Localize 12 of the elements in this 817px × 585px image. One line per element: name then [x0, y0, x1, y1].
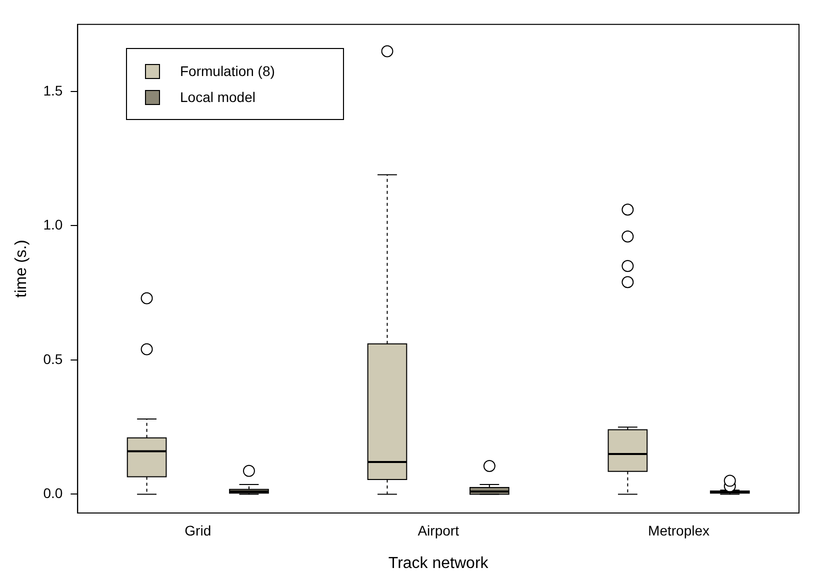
- y-tick-label: 0.0: [43, 485, 63, 502]
- y-axis-title: time (s.): [13, 240, 30, 298]
- x-tick-label: Metroplex: [648, 522, 710, 538]
- y-tick-label: 1.5: [43, 82, 63, 98]
- x-tick-label: Grid: [184, 522, 212, 538]
- legend-label: Local model: [180, 89, 256, 105]
- x-tick-label: Airport: [418, 522, 460, 538]
- legend-box: Formulation (8) Local model: [126, 48, 344, 120]
- x-axis-title: Track network: [388, 554, 490, 572]
- y-tick-label: 0.5: [43, 350, 63, 367]
- legend-label: Formulation (8): [180, 63, 275, 79]
- y-tick-label: 1.0: [43, 216, 63, 233]
